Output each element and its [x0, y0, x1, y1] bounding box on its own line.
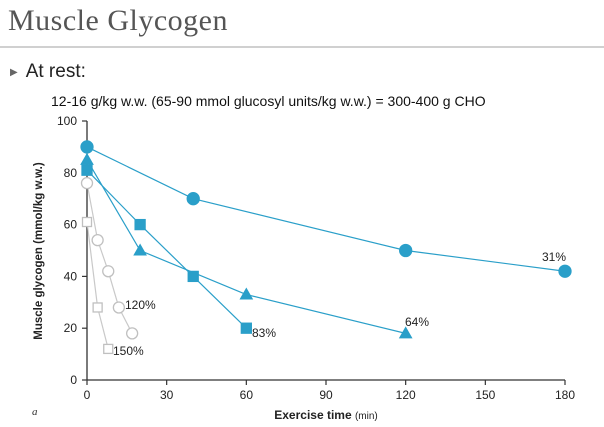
x-tick-label: 120	[396, 388, 416, 402]
square-marker	[81, 216, 93, 228]
x-tick-label: 30	[160, 388, 174, 402]
y-tick-label: 20	[64, 321, 78, 335]
circle-marker	[80, 140, 94, 154]
chart-series	[80, 140, 572, 355]
x-axis-title: Exercise time (min)	[274, 408, 378, 422]
square-marker	[187, 270, 199, 283]
series-line	[86, 169, 247, 329]
end-percentage-label: 83%	[252, 326, 276, 340]
square-marker	[134, 218, 146, 231]
circle-marker	[102, 265, 115, 278]
y-tick-label: 40	[64, 269, 78, 283]
end-percentage-label: 31%	[542, 250, 566, 264]
square-marker	[81, 164, 93, 176]
circle-marker	[112, 301, 126, 314]
square-marker	[103, 343, 114, 355]
circle-marker	[186, 192, 200, 206]
x-tick-label: 0	[84, 388, 91, 402]
end-percentage-label: 120%	[125, 298, 156, 312]
y-tick-label: 60	[64, 218, 78, 232]
bullet-text: At rest:	[25, 61, 86, 82]
chart-labels: 31% 64% 83% 120% 150%	[113, 250, 566, 358]
x-tick-label: 90	[319, 388, 333, 402]
y-tick-label: 100	[57, 114, 77, 128]
circle-marker	[91, 233, 104, 247]
title-divider	[0, 46, 604, 48]
triangle-marker	[80, 152, 94, 165]
square-marker	[92, 302, 103, 313]
glycogen-rest-text: 12-16 g/kg w.w. (65-90 mmol glucosyl uni…	[51, 93, 486, 109]
triangle-marker	[239, 287, 254, 300]
slide-title: Muscle Glycogen	[8, 4, 228, 37]
circle-marker	[558, 264, 572, 278]
circle-marker	[80, 177, 94, 190]
triangle-marker	[133, 243, 147, 256]
series-line	[86, 146, 566, 272]
chart-axes: 0 20 40 60 80 100 0 30 60 90 120 150 180 Exercise tim…	[32, 114, 575, 422]
y-tick-label: 80	[64, 166, 78, 180]
x-tick-label: 150	[475, 388, 495, 402]
x-tick-label: 60	[240, 388, 254, 402]
end-percentage-label: 64%	[405, 315, 429, 329]
end-percentage-label: 150%	[113, 344, 144, 358]
triangle-marker	[398, 326, 413, 339]
y-axis-title: Muscle glycogen (mmol/kg w.w.)	[33, 162, 45, 340]
circle-marker	[125, 327, 139, 340]
panel-label: a	[32, 406, 38, 418]
square-marker	[240, 322, 252, 334]
bullet-row: ▶ At rest:	[10, 61, 86, 83]
x-tick-label: 180	[555, 388, 575, 402]
triangle-right-icon: ▶	[10, 66, 18, 78]
y-tick-label: 0	[70, 373, 77, 387]
circle-marker	[399, 243, 413, 258]
